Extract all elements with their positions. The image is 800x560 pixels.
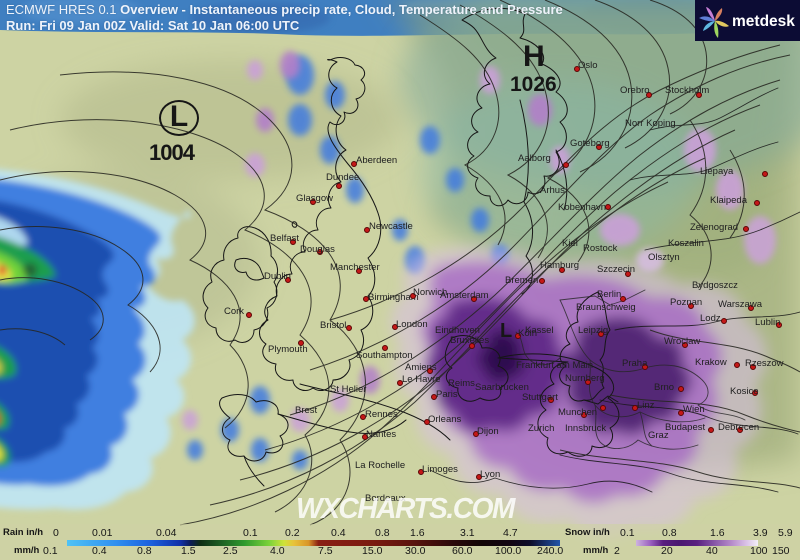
svg-text:metdesk: metdesk xyxy=(732,13,795,30)
